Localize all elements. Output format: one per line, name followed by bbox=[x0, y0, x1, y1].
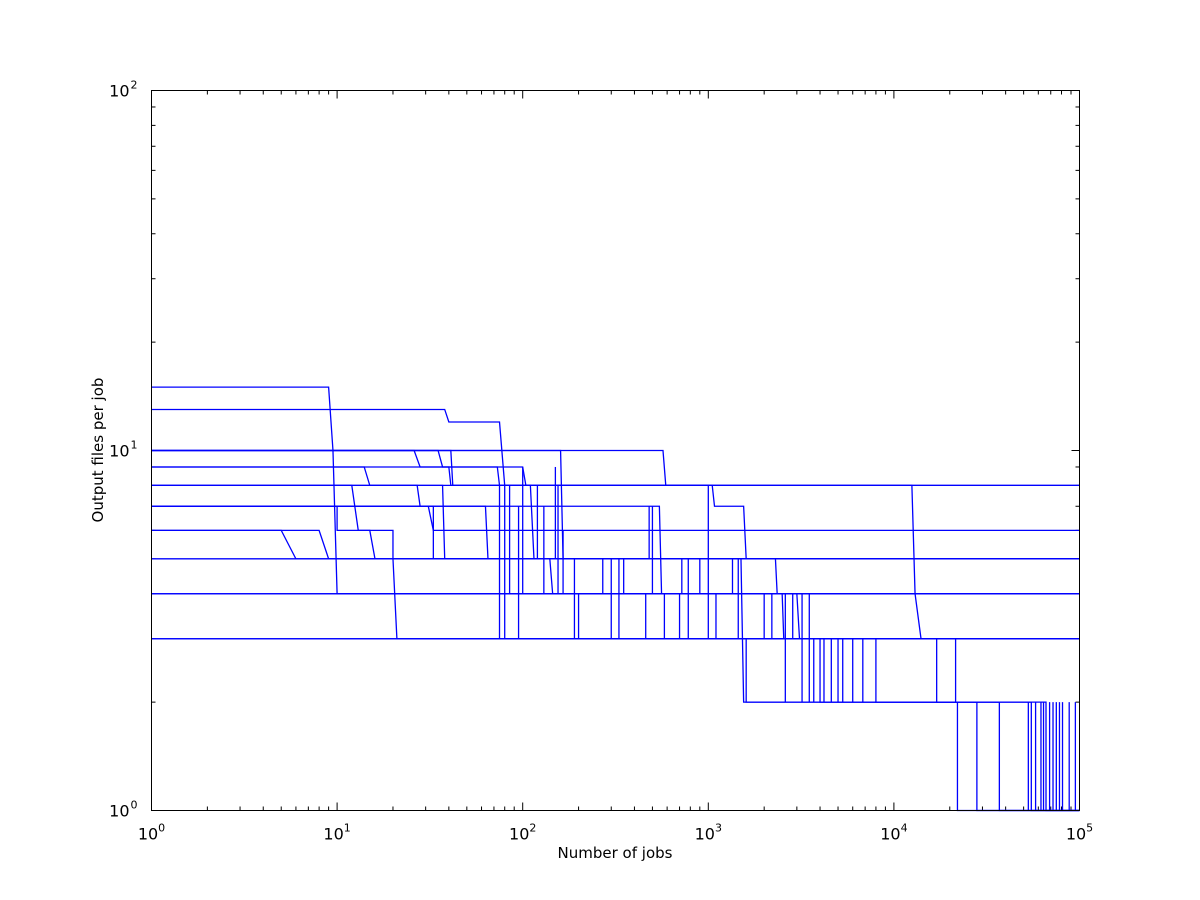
x-tick-label-5: 105 bbox=[1066, 822, 1093, 844]
series-line-16 bbox=[151, 505, 1080, 595]
y-tick-exponent-1: 1 bbox=[131, 439, 138, 452]
y-tick-exponent-0: 0 bbox=[131, 799, 138, 812]
y-axis-label: Output files per job bbox=[89, 378, 107, 523]
series-line-22 bbox=[151, 593, 1080, 812]
y-tick-exponent-2: 2 bbox=[131, 79, 138, 92]
y-tick-label-2: 10 bbox=[109, 82, 129, 101]
plot-layer bbox=[151, 386, 1080, 812]
x-tick-label-4: 104 bbox=[880, 822, 907, 844]
x-axis-label: Number of jobs bbox=[558, 844, 673, 862]
y-tick-label-0: 10 bbox=[109, 802, 129, 821]
series-line-21 bbox=[151, 593, 1080, 812]
y-tick-label-1: 10 bbox=[109, 442, 129, 461]
series-line-3 bbox=[151, 449, 1080, 640]
x-tick-label-2: 102 bbox=[509, 822, 536, 844]
x-tick-label-3: 103 bbox=[695, 822, 722, 844]
plot-frame bbox=[151, 90, 1080, 811]
x-tick-label-0: 100 bbox=[138, 822, 165, 844]
x-tick-label-1: 101 bbox=[323, 822, 350, 844]
series-line-7 bbox=[151, 449, 1080, 595]
